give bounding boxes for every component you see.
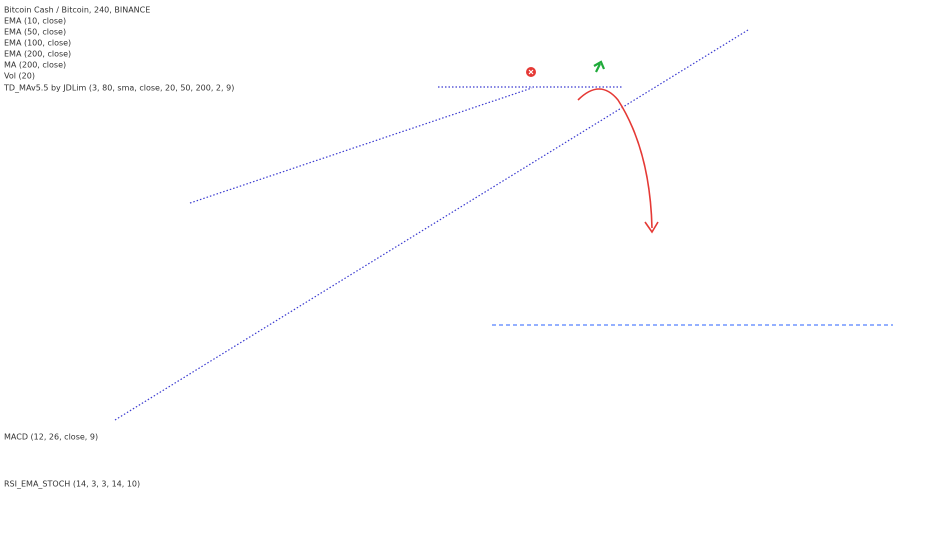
legend-entry: MA (200, close): [4, 61, 66, 70]
pane-title: RSI_EMA_STOCH (14, 3, 3, 14, 10): [4, 480, 140, 489]
green-arrow: [593, 60, 606, 73]
legend-entry: EMA (100, close): [4, 39, 71, 48]
legend-entry: EMA (10, close): [4, 17, 66, 26]
forecast-arrow: [577, 88, 653, 229]
legend-entry: TD_MAv5.5 by JDLim (3, 80, sma, close, 2…: [3, 84, 234, 93]
trend-line: [114, 29, 749, 421]
legend-entry: EMA (50, close): [4, 28, 66, 37]
arrow-head: [644, 221, 659, 234]
legend: Bitcoin Cash / Bitcoin, 240, BINANCE EMA…: [3, 6, 234, 489]
pane-title: MACD (12, 26, close, 9): [4, 433, 98, 442]
legend-entry: Vol (20): [4, 72, 35, 81]
cross-icon-x: [528, 69, 534, 75]
chart-title: Bitcoin Cash / Bitcoin, 240, BINANCE: [4, 6, 150, 15]
drawings: [114, 29, 893, 421]
trend-line: [189, 87, 533, 204]
legend-entry: EMA (200, close): [4, 50, 71, 59]
